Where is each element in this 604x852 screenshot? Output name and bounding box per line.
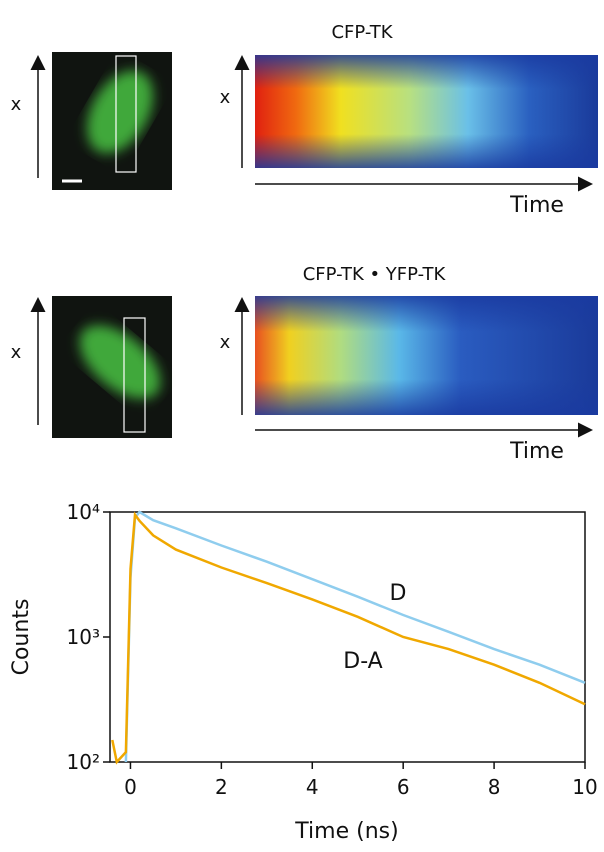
x-tick-label: 6 <box>397 775 410 799</box>
plot-frame <box>109 511 586 763</box>
x-tick-label: 4 <box>306 775 319 799</box>
series-line <box>111 511 586 765</box>
x-tick-label: 8 <box>488 775 501 799</box>
axis-label: x <box>220 87 231 108</box>
x-tick-label: 0 <box>124 775 137 799</box>
roi-box <box>123 317 146 433</box>
y-tick-label: 10² <box>67 750 100 774</box>
series-label: D <box>390 581 407 606</box>
kymograph-shade <box>255 296 598 415</box>
x-tick-label: 10 <box>572 775 597 799</box>
cell <box>79 325 161 399</box>
x-tick-label: 2 <box>215 775 228 799</box>
panel-title: CFP-TK • YFP-TK <box>303 264 447 285</box>
y-tick-label: 10³ <box>67 625 100 649</box>
axis-label: x <box>11 94 22 115</box>
axis-label: x <box>220 332 231 353</box>
series-line <box>124 510 586 763</box>
kymograph-shade <box>255 55 598 168</box>
axis-label: x <box>11 342 22 363</box>
series-label: D-A <box>343 649 382 674</box>
panel-title: CFP-TK <box>331 22 393 43</box>
y-tick-label: 10⁴ <box>67 500 100 524</box>
axis-label: Time <box>509 439 564 464</box>
x-axis-label: Time (ns) <box>294 819 398 844</box>
roi-box <box>115 55 137 173</box>
y-axis-label: Counts <box>9 599 34 676</box>
axis-label: Time <box>509 193 564 218</box>
